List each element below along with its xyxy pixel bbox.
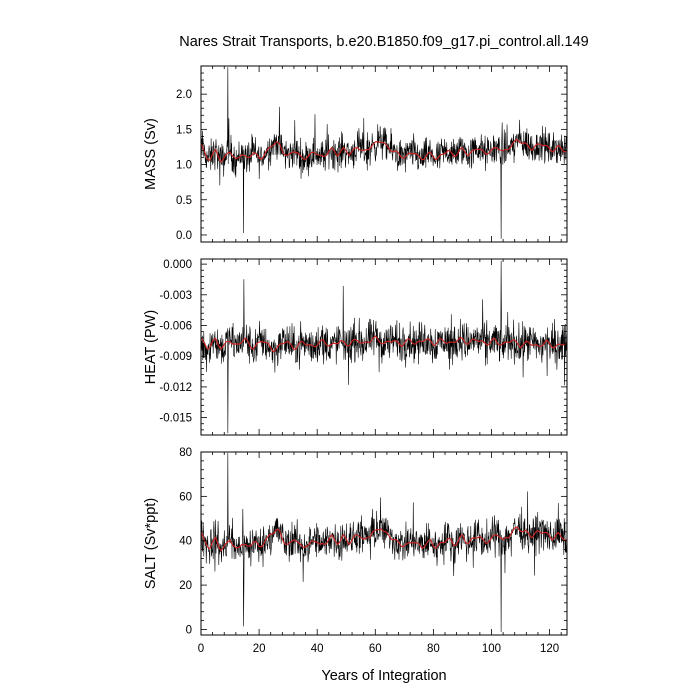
y-axis-ticks	[201, 451, 567, 630]
y-tick-label: -0.006	[159, 321, 192, 333]
x-axis-label: Years of Integration	[321, 668, 446, 684]
running-mean-line	[200, 139, 568, 163]
y-tick-label: 0.000	[163, 259, 192, 271]
chart-panels: 0.0 0.5 1.0 1.5 2.0 MASS (Sv) 0.000 -0.003 -0.00…	[143, 65, 568, 655]
y-tick-label: -0.009	[159, 351, 192, 363]
x-tick-label: 20	[253, 643, 266, 655]
y-axis-label: HEAT (PW)	[143, 310, 159, 384]
raw-series-line	[200, 67, 568, 239]
y-axis-label: MASS (Sv)	[143, 118, 159, 190]
running-mean-line	[200, 526, 568, 552]
x-tick-label: 100	[482, 643, 501, 655]
y-tick-label: -0.012	[159, 382, 192, 394]
plot-frame	[200, 451, 568, 636]
x-tick-label: 80	[427, 643, 440, 655]
panel-1: 0.0 0.5 1.0 1.5 2.0 MASS (Sv)	[143, 65, 568, 243]
running-mean-line	[200, 335, 568, 353]
y-axis-ticks	[201, 263, 567, 431]
x-axis-ticks	[200, 452, 562, 635]
x-tick-label: 120	[540, 643, 559, 655]
raw-series-line	[200, 452, 568, 632]
plot-frame	[200, 258, 568, 436]
x-axis-ticks	[200, 66, 562, 242]
chart-title: Nares Strait Transports, b.e20.B1850.f09…	[179, 34, 588, 50]
y-tick-label: 1.5	[176, 124, 192, 136]
y-axis-label: SALT (Sv*ppt)	[143, 498, 159, 589]
x-tick-label: 40	[311, 643, 324, 655]
y-tick-label: 0	[186, 624, 192, 636]
x-tick-label: 60	[369, 643, 382, 655]
panel-2: 0.000 -0.003 -0.006 -0.009 -0.012 -0.015 HEAT …	[143, 258, 568, 436]
y-tick-label: -0.015	[159, 413, 192, 425]
y-tick-label: 2.0	[176, 89, 192, 101]
y-tick-label: 80	[179, 447, 192, 459]
x-axis-ticks	[200, 259, 562, 435]
plot-frame	[200, 65, 568, 243]
panel-3: 0 20 40 60 80 100 120 0 20 40 60 80 SALT (Sv*ppt)	[143, 447, 568, 655]
y-tick-label: 1.0	[176, 160, 192, 172]
y-tick-label: 0.5	[176, 195, 192, 207]
raw-series-line	[200, 260, 568, 434]
y-axis-ticks	[201, 65, 567, 243]
y-tick-label: -0.003	[159, 290, 192, 302]
y-tick-label: 40	[179, 536, 192, 548]
x-tick-label: 0	[198, 643, 204, 655]
y-tick-label: 60	[179, 491, 192, 503]
y-tick-label: 20	[179, 580, 192, 592]
y-tick-label: 0.0	[176, 230, 192, 242]
